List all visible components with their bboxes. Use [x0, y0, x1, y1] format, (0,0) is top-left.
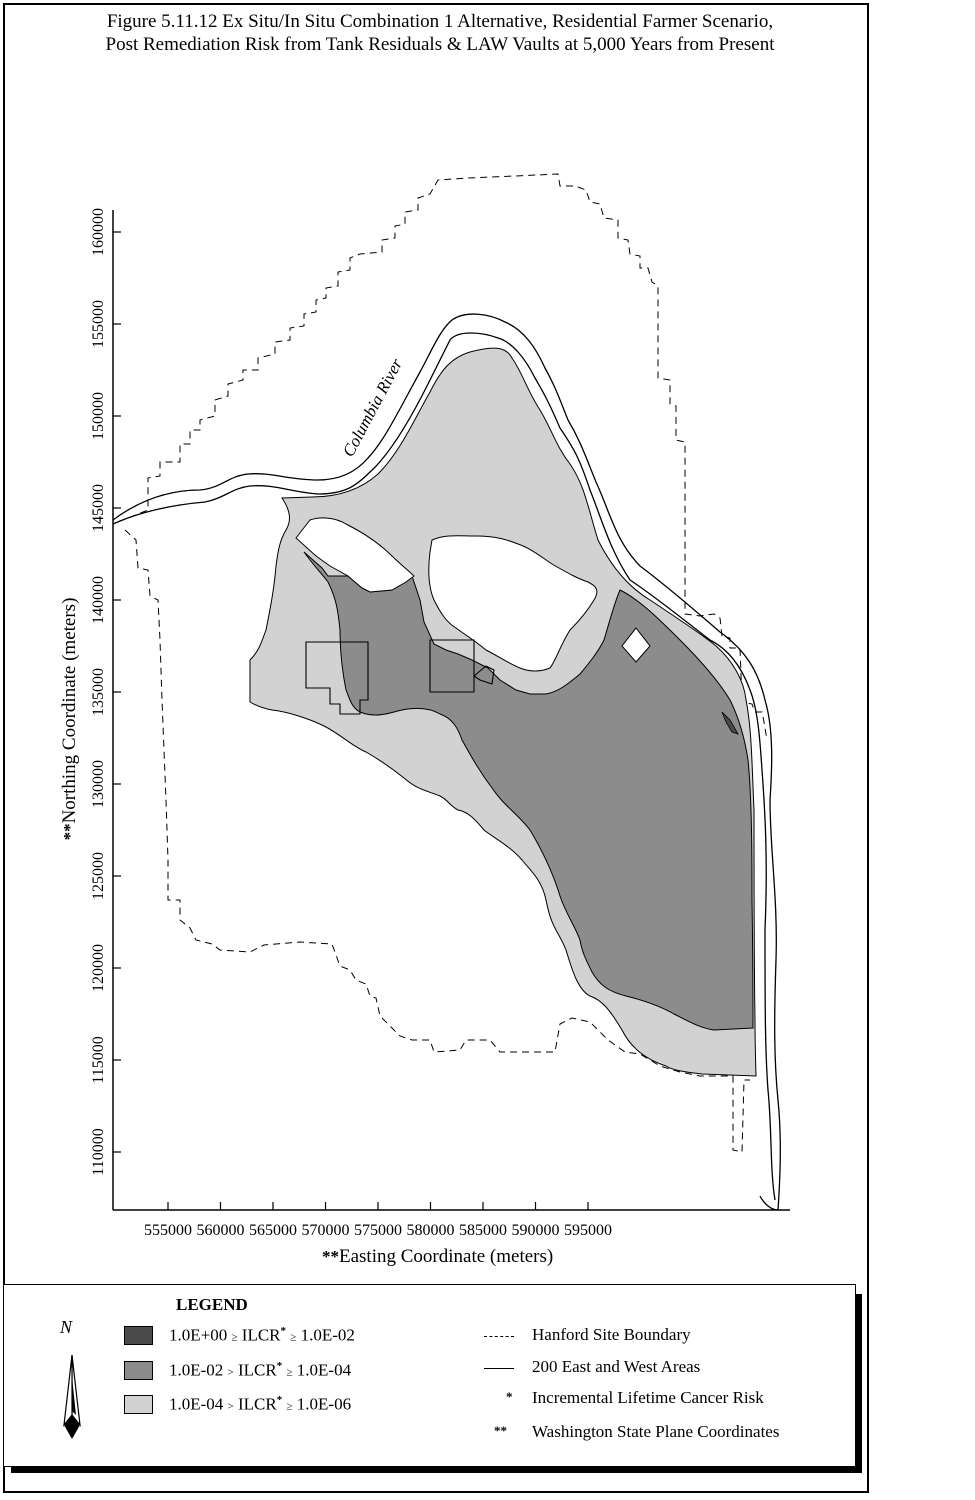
legend-low-upper: 1.0E-04	[169, 1394, 224, 1414]
legend-dashed-line-key	[484, 1336, 514, 1337]
legend-label-medium: 1.0E-02 > ILCR* ≥ 1.0E-04	[169, 1360, 351, 1381]
y-tick-label: 135000	[90, 668, 107, 716]
x-tick-label: 585000	[459, 1222, 507, 1239]
y-tick-label: 145000	[90, 484, 107, 532]
legend-medium-lower: 1.0E-04	[296, 1360, 352, 1380]
y-axis-title: **Northing Coordinate (meters)	[59, 539, 81, 899]
y-tick-label: 115000	[90, 1036, 107, 1084]
legend-double-star: **	[494, 1423, 507, 1438]
y-axis-title-stars: **	[60, 823, 79, 841]
hanford-site-boundary	[117, 173, 768, 741]
x-tick-label: 565000	[249, 1222, 297, 1239]
y-tick-label: 140000	[90, 576, 107, 624]
north-arrow-letter: N	[59, 1317, 73, 1337]
legend-low-metric: ILCR	[238, 1394, 277, 1414]
y-tick-label: 110000	[90, 1128, 107, 1176]
legend: LEGEND N 1.0E+00 ≥ ILCR* ≥ 1.0E-02 1.0E-…	[3, 1284, 856, 1467]
x-tick-label: 590000	[511, 1222, 560, 1239]
y-axis-title-text: Northing Coordinate (meters)	[59, 597, 80, 824]
x-tick-label: 555000	[144, 1222, 192, 1239]
legend-ilcr-label: Incremental Lifetime Cancer Risk	[532, 1388, 764, 1407]
y-tick-label: 160000	[90, 208, 107, 256]
legend-medium-op2: ≥	[286, 1366, 293, 1379]
hanford-site-boundary-south	[124, 529, 750, 1153]
legend-high-op2: ≥	[290, 1331, 297, 1344]
legend-high-op1: ≥	[231, 1331, 238, 1344]
tick-marks	[113, 231, 589, 1210]
page-frame	[3, 3, 869, 1493]
columbia-river-bank-north	[112, 313, 781, 1211]
area-200-east-outline	[429, 639, 475, 693]
high-risk-zone	[721, 711, 739, 735]
excluded-area-east	[428, 535, 598, 672]
columbia-river-label: Columbia River	[339, 355, 407, 460]
figure-title-line-2: Post Remediation Risk from Tank Residual…	[105, 34, 775, 55]
legend-swatch-low	[124, 1395, 153, 1414]
y-tick-label: 130000	[90, 760, 107, 808]
legend-low-op2: ≥	[286, 1400, 293, 1413]
legend-medium-upper: 1.0E-02	[169, 1360, 224, 1380]
legend-high-metric: ILCR	[241, 1325, 281, 1345]
legend-low-op1: >	[227, 1400, 234, 1413]
legend-single-star: *	[506, 1389, 513, 1404]
x-tick-label: 595000	[564, 1222, 612, 1239]
legend-solid-line-key	[484, 1368, 514, 1369]
x-tick-label: 575000	[354, 1222, 402, 1239]
legend-label-low: 1.0E-04 > ILCR* ≥ 1.0E-06	[169, 1394, 351, 1415]
north-arrow: N	[46, 1315, 96, 1450]
excluded-area-diamond	[621, 627, 651, 663]
legend-high-upper: 1.0E+00	[169, 1325, 228, 1345]
legend-swatch-medium	[124, 1361, 153, 1380]
legend-medium-metric: ILCR	[238, 1360, 277, 1380]
area-200-west-outline	[305, 641, 369, 715]
legend-low-star: *	[276, 1394, 283, 1406]
x-tick-label: 570000	[301, 1222, 350, 1239]
legend-site-boundary-label: Hanford Site Boundary	[532, 1325, 691, 1344]
legend-low-lower: 1.0E-06	[296, 1394, 352, 1414]
columbia-river-bank-south	[112, 332, 776, 1201]
y-tick-label: 155000	[90, 300, 107, 348]
excluded-area-west	[295, 517, 415, 593]
x-tick-label: 580000	[406, 1222, 455, 1239]
risk-map: Columbia River	[112, 173, 790, 1211]
medium-risk-zone	[303, 551, 754, 1031]
legend-high-lower: 1.0E-02	[300, 1325, 355, 1345]
x-axis-title-text: Easting Coordinate (meters)	[339, 1246, 554, 1267]
legend-high-star: *	[280, 1325, 287, 1337]
x-tick-label: 560000	[196, 1222, 245, 1239]
y-tick-label: 120000	[90, 944, 107, 992]
legend-medium-op1: >	[227, 1366, 234, 1379]
legend-200-areas-label: 200 East and West Areas	[532, 1357, 701, 1376]
legend-swatch-high	[124, 1326, 153, 1345]
legend-label-high: 1.0E+00 ≥ ILCR* ≥ 1.0E-02	[169, 1325, 355, 1346]
figure-title: Figure 5.11.12 Ex Situ/In Situ Combinati…	[0, 10, 880, 56]
y-tick-label: 125000	[90, 852, 107, 900]
x-axis-title-stars: **	[322, 1247, 339, 1266]
figure-title-line-1: Figure 5.11.12 Ex Situ/In Situ Combinati…	[106, 11, 774, 32]
y-tick-label: 150000	[90, 392, 107, 440]
area-200-east-notch	[473, 665, 495, 685]
legend-title: LEGEND	[176, 1295, 248, 1314]
legend-medium-star: *	[276, 1360, 283, 1372]
legend-coordinates-label: Washington State Plane Coordinates	[532, 1422, 780, 1441]
x-axis-title: **Easting Coordinate (meters)	[322, 1246, 553, 1268]
